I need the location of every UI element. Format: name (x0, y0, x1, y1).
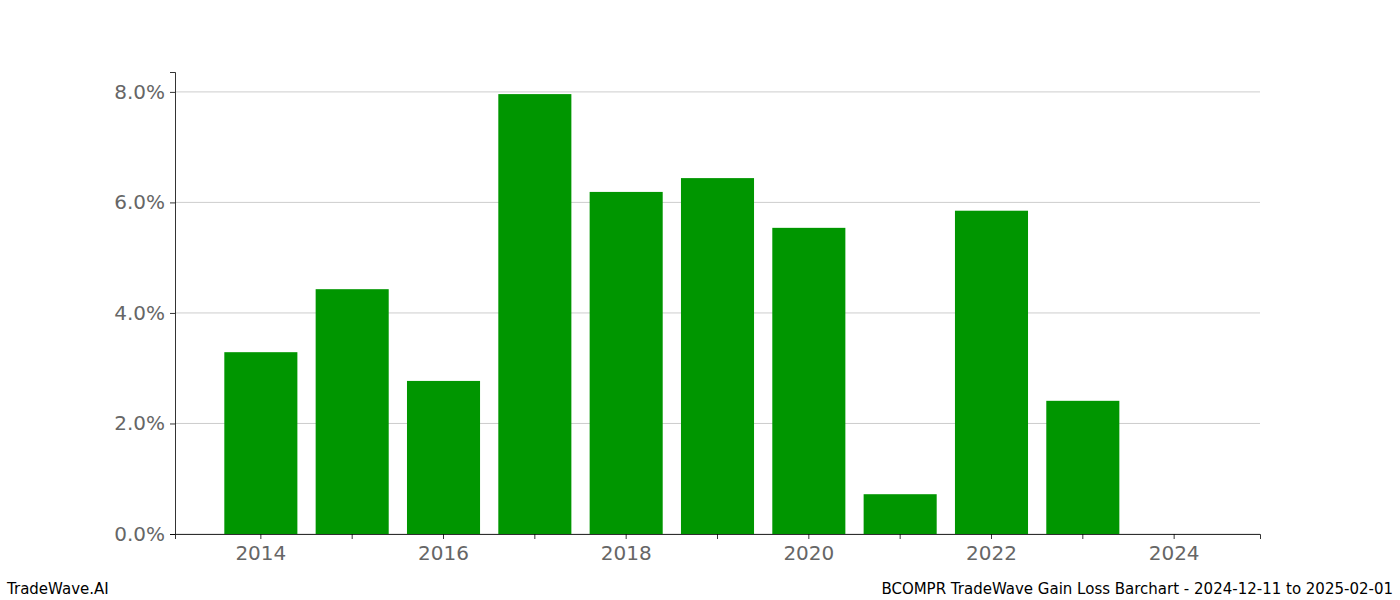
x-tick-mark (260, 534, 261, 539)
y-tick-label: 4.0% (114, 301, 165, 325)
grid-line (175, 91, 1260, 92)
x-tick-mark (534, 534, 535, 539)
bar (1138, 534, 1211, 535)
y-axis-line (170, 73, 176, 535)
y-tick-label: 0.0% (114, 522, 165, 546)
y-tick: 4.0% (114, 301, 175, 325)
y-tick-label: 8.0% (114, 80, 165, 104)
x-axis: 2014 2016 2018 2020 2022 2024 (176, 534, 1261, 565)
bar (590, 192, 663, 534)
y-axis: 0.0% 2.0% 4.0% 6.0% 8.0% (114, 73, 175, 546)
annotation: TradeWave.AI (6, 580, 109, 598)
x-tick: 2016 (418, 534, 469, 565)
x-tick-mark (808, 534, 809, 539)
x-tick (1082, 534, 1083, 539)
bar (1046, 401, 1119, 534)
y-tick-mark (170, 423, 175, 424)
bar (316, 289, 389, 534)
x-tick-label: 2018 (601, 541, 652, 565)
x-tick (717, 534, 718, 539)
x-tick-label: 2022 (966, 541, 1017, 565)
chart: 0.0% 2.0% 4.0% 6.0% 8.0% 2014 2016 2018 2020 2022… (0, 0, 1400, 600)
x-tick-label: 2024 (1149, 541, 1200, 565)
x-tick (900, 534, 901, 539)
x-tick: 2022 (966, 534, 1017, 565)
bar (864, 494, 937, 534)
bar (955, 211, 1028, 534)
y-tick: 8.0% (114, 80, 175, 104)
bar (407, 381, 480, 534)
y-tick-label: 6.0% (114, 190, 165, 214)
grid (175, 92, 1260, 534)
x-tick-mark (626, 534, 627, 539)
x-axis-line (176, 535, 1261, 540)
x-tick-mark (1174, 534, 1175, 539)
x-tick: 2018 (601, 534, 652, 565)
bar (224, 352, 297, 534)
x-tick: 2014 (235, 534, 286, 565)
x-tick (534, 534, 535, 539)
x-tick-mark (443, 534, 444, 539)
y-tick: 2.0% (114, 411, 175, 435)
title: BCOMPR TradeWave Gain Loss Barchart - 20… (881, 580, 1393, 598)
x-tick-mark (717, 534, 718, 539)
y-tick: 6.0% (114, 190, 175, 214)
y-tick: 0.0% (114, 522, 175, 546)
bar (498, 94, 571, 534)
bar (681, 178, 754, 534)
x-tick-mark (900, 534, 901, 539)
y-tick-label: 2.0% (114, 411, 165, 435)
bars (224, 94, 1119, 534)
x-tick-label: 2016 (418, 541, 469, 565)
y-tick-mark (170, 534, 175, 535)
y-tick-mark (170, 92, 175, 93)
y-tick-mark (170, 202, 175, 203)
x-tick: 2020 (783, 534, 834, 565)
x-tick-mark (1082, 534, 1083, 539)
x-tick-label: 2014 (235, 541, 286, 565)
x-tick-mark (352, 534, 353, 539)
x-tick (352, 534, 353, 539)
bar (772, 228, 845, 534)
x-tick: 2024 (1149, 534, 1200, 565)
x-tick-label: 2020 (783, 541, 834, 565)
x-tick-mark (991, 534, 992, 539)
y-tick-mark (170, 313, 175, 314)
